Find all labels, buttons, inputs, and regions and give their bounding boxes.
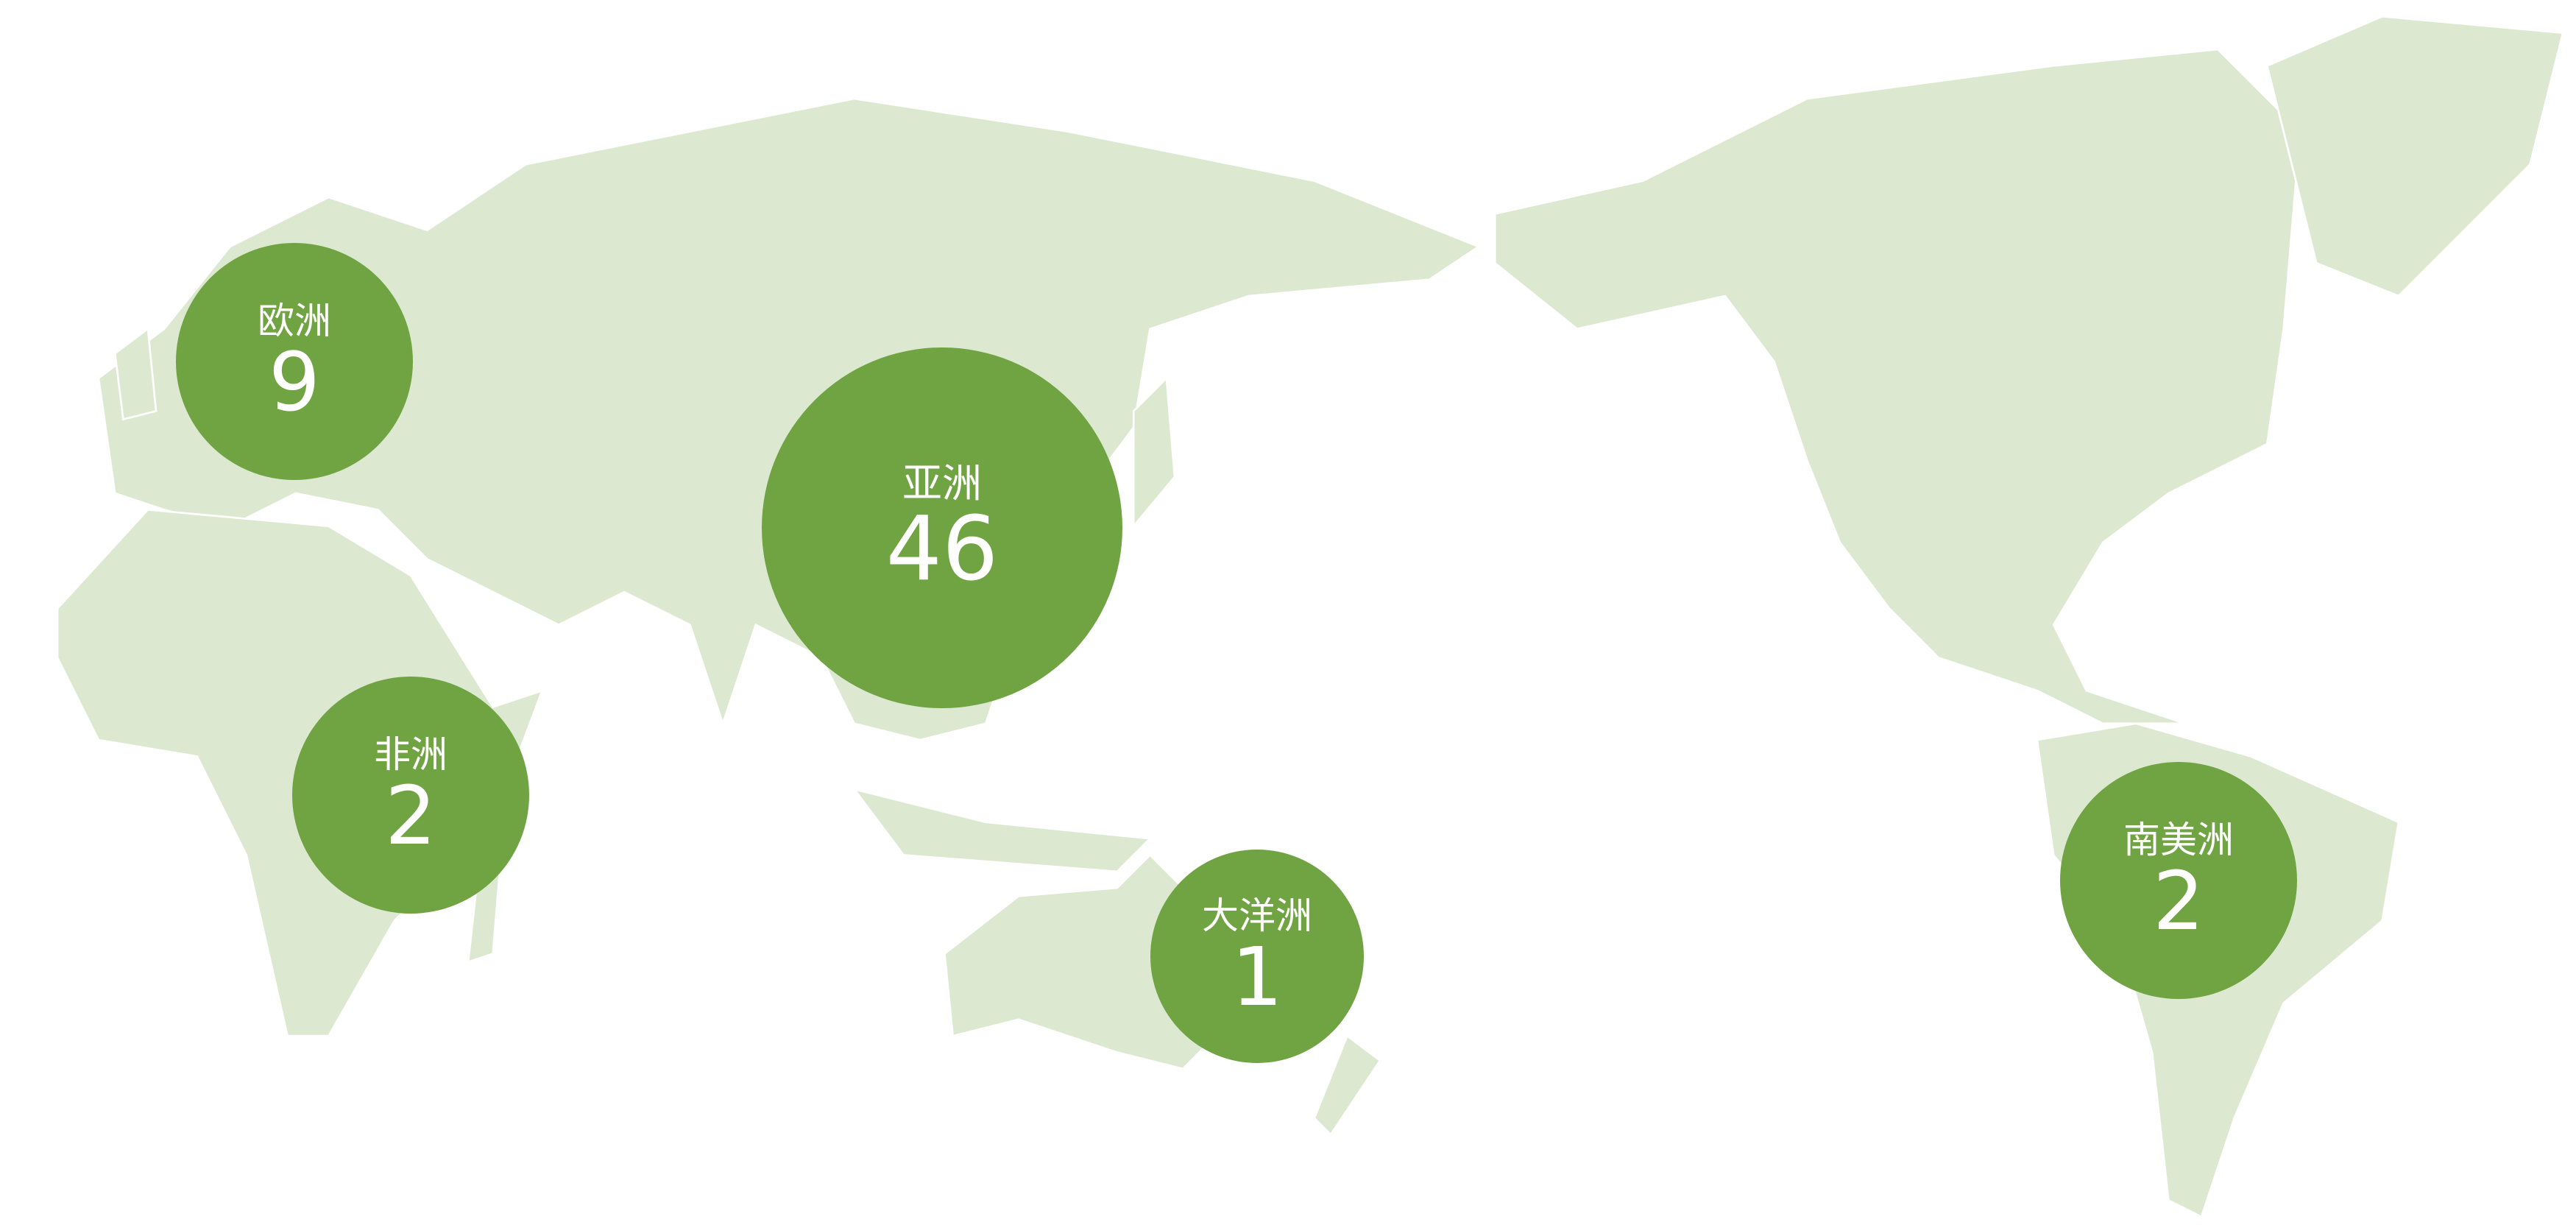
region-count: 2 (2153, 853, 2204, 948)
region-name: 南美洲 (2123, 818, 2234, 861)
region-name: 大洋洲 (1202, 894, 1312, 937)
region-count: 46 (885, 498, 999, 601)
region-name: 非洲 (374, 732, 447, 776)
region-name: 亚洲 (902, 460, 982, 507)
region-name: 欧洲 (258, 299, 331, 342)
region-count: 1 (1231, 929, 1283, 1024)
region-bubble-europe[interactable]: 欧洲 9 (176, 243, 413, 480)
land-japan (1132, 375, 1176, 529)
region-count: 9 (269, 334, 320, 429)
region-bubble-africa[interactable]: 非洲 2 (292, 677, 529, 914)
land-north-america (1493, 48, 2301, 725)
land-uk (113, 327, 158, 421)
land-greenland (2265, 15, 2564, 297)
region-bubble-south-america[interactable]: 南美洲 2 (2060, 762, 2297, 999)
region-count: 2 (385, 768, 436, 863)
region-bubble-asia[interactable]: 亚洲 46 (762, 347, 1122, 708)
land-new-zealand (1313, 1034, 1381, 1137)
region-bubble-oceania[interactable]: 大洋洲 1 (1150, 850, 1364, 1063)
land-indonesia (852, 787, 1153, 873)
